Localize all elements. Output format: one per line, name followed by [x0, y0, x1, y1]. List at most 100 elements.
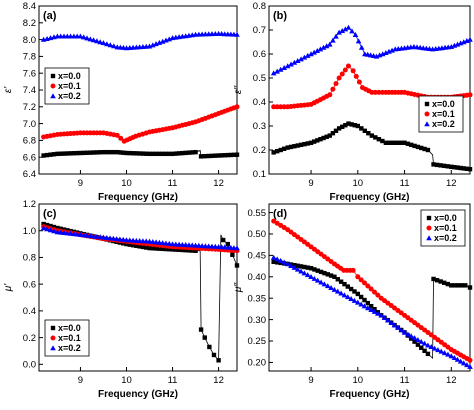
data-point: [415, 144, 421, 150]
data-point: [225, 241, 230, 247]
data-point: [386, 140, 392, 145]
data-point: [398, 327, 405, 333]
legend-marker: [426, 235, 432, 241]
data-point: [405, 141, 411, 147]
data-point: [441, 350, 448, 356]
data-point: [425, 147, 431, 153]
data-point: [399, 140, 404, 145]
data-point: [173, 247, 179, 252]
data-point: [362, 128, 368, 133]
y-tick-label: 0.8: [23, 253, 36, 264]
data-point: [281, 259, 287, 265]
data-point: [338, 290, 344, 296]
data-point: [451, 354, 458, 360]
data-point: [379, 89, 385, 95]
data-point: [150, 151, 156, 157]
legend-label: x=0.2: [58, 343, 81, 353]
data-point: [369, 89, 375, 95]
data-point: [341, 292, 348, 298]
data-point: [270, 70, 277, 76]
data-point: [312, 267, 317, 272]
data-point: [144, 245, 149, 250]
legend-label: x=0.2: [58, 91, 81, 101]
data-point: [198, 154, 204, 159]
data-point: [315, 138, 320, 143]
data-point: [336, 75, 342, 81]
data-point: [435, 347, 441, 353]
data-point: [298, 56, 304, 62]
data-point: [110, 235, 117, 241]
data-point: [334, 288, 341, 294]
x-axis-label: Frequency (GHz): [329, 192, 409, 203]
data-point: [330, 131, 336, 136]
y-tick-label: 7.8: [23, 52, 36, 63]
y-tick-label: 0.45: [248, 251, 267, 262]
data-point: [438, 348, 445, 354]
x-tick-label: 11: [400, 375, 410, 386]
data-point: [327, 92, 333, 98]
data-point: [378, 312, 384, 318]
data-point: [342, 26, 349, 32]
x-tick-label: 12: [213, 375, 224, 386]
data-point: [153, 239, 159, 245]
x-tick-label: 9: [308, 375, 313, 386]
data-point: [160, 246, 165, 252]
data-point: [163, 246, 169, 252]
data-point: [294, 58, 301, 64]
legend-marker: [50, 83, 56, 89]
data-point: [295, 263, 300, 268]
data-point: [355, 299, 361, 305]
data-point: [124, 241, 129, 247]
data-point: [415, 337, 421, 343]
data-point: [335, 277, 340, 282]
data-point: [234, 263, 240, 268]
data-point: [452, 165, 457, 170]
legend-label: x=0.2: [432, 119, 455, 129]
legend: x=0.0x=0.1x=0.2: [44, 319, 90, 357]
data-point: [150, 238, 156, 244]
legend: x=0.0x=0.1x=0.2: [420, 209, 466, 247]
x-axis-label: Frequency (GHz): [329, 389, 409, 400]
data-point: [373, 135, 378, 140]
data-point: [97, 150, 103, 155]
data-point: [61, 230, 67, 236]
y-tick-label: 8.2: [23, 18, 36, 29]
data-point: [103, 234, 110, 240]
data-point: [231, 152, 237, 158]
data-point: [349, 28, 355, 34]
data-point: [71, 151, 77, 156]
data-point: [117, 236, 123, 242]
data-point: [291, 264, 298, 270]
data-point: [376, 137, 382, 142]
data-point: [147, 245, 152, 251]
data-point: [368, 307, 374, 313]
data-point: [368, 286, 374, 292]
data-point: [445, 351, 451, 357]
data-point: [68, 151, 73, 156]
data-point: [332, 274, 337, 279]
data-point: [409, 336, 414, 341]
data-point: [270, 254, 277, 260]
data-point: [395, 324, 401, 330]
data-point: [74, 231, 80, 237]
data-point: [304, 52, 311, 58]
legend-label: x=0.2: [434, 233, 457, 243]
data-point: [405, 331, 411, 337]
x-tick-label: 10: [353, 375, 364, 386]
legend-marker: [50, 325, 56, 331]
data-point: [425, 351, 431, 357]
data-point: [449, 164, 454, 169]
data-point: [202, 335, 207, 340]
data-point: [441, 163, 447, 169]
data-point: [285, 145, 290, 150]
x-tick-label: 9: [308, 178, 313, 189]
data-point: [281, 146, 287, 151]
data-point: [411, 335, 418, 341]
data-point: [278, 104, 284, 110]
data-point: [381, 314, 388, 320]
x-tick-label: 11: [400, 178, 410, 189]
data-point: [80, 34, 87, 40]
data-point: [412, 143, 417, 149]
data-point: [365, 283, 371, 289]
data-point: [271, 104, 277, 110]
